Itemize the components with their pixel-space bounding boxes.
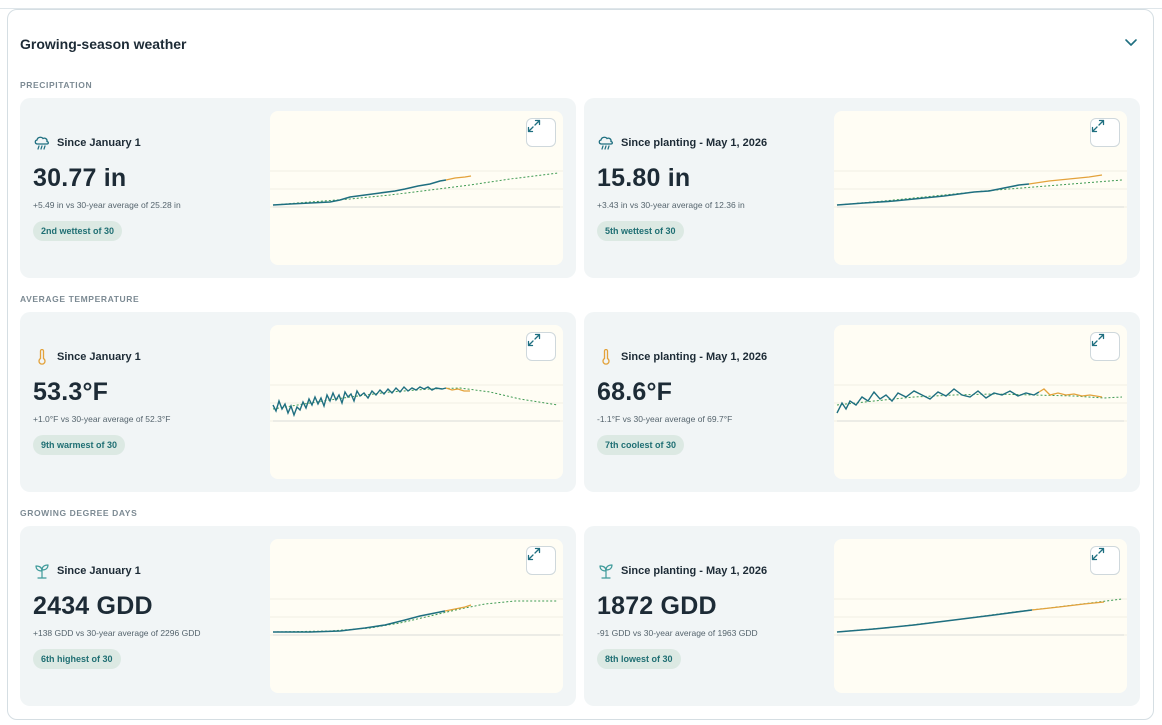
gdd-since-planting-card: Since planting - May 1, 2026 1872 GDD -9… bbox=[584, 526, 1140, 706]
seedling-icon bbox=[599, 564, 613, 579]
expand-button[interactable] bbox=[1090, 118, 1120, 147]
thermometer-icon bbox=[602, 349, 610, 365]
card-title: Since January 1 bbox=[57, 351, 141, 363]
thermometer-icon bbox=[38, 349, 46, 365]
card-value: 1872 GDD bbox=[597, 592, 717, 620]
precip-since-planting-card: Since planting - May 1, 2026 15.80 in +3… bbox=[584, 98, 1140, 278]
section-label-precipitation: PRECIPITATION bbox=[20, 80, 93, 90]
gdd-since-jan-chart[interactable] bbox=[270, 539, 563, 693]
expand-button[interactable] bbox=[526, 546, 556, 575]
top-divider bbox=[0, 0, 1162, 9]
card-title: Since planting - May 1, 2026 bbox=[621, 565, 768, 577]
card-comparison: -1.1°F vs 30-year average of 69.7°F bbox=[597, 414, 733, 424]
card-title: Since January 1 bbox=[57, 565, 141, 577]
expand-icon bbox=[1091, 547, 1105, 561]
precip-since-planting-chart[interactable] bbox=[834, 111, 1127, 265]
card-value: 30.77 in bbox=[33, 164, 127, 192]
card-title: Since planting - May 1, 2026 bbox=[621, 351, 768, 363]
rank-badge: 2nd wettest of 30 bbox=[33, 221, 123, 241]
expand-icon bbox=[527, 119, 541, 133]
card-title: Since January 1 bbox=[57, 137, 141, 149]
collapse-button[interactable] bbox=[1122, 34, 1140, 52]
rain-cloud-icon bbox=[598, 136, 613, 150]
gridlines bbox=[834, 384, 1127, 422]
forecast-series-line bbox=[1028, 174, 1103, 185]
precip-since-jan-card: Since January 1 30.77 in +5.49 in vs 30-… bbox=[20, 98, 576, 278]
expand-button[interactable] bbox=[1090, 546, 1120, 575]
average-series-line bbox=[272, 172, 559, 206]
expand-button[interactable] bbox=[526, 332, 556, 361]
gdd-since-planting-chart[interactable] bbox=[834, 539, 1127, 693]
panel-title: Growing-season weather bbox=[20, 36, 187, 52]
observed-series-line bbox=[272, 385, 447, 418]
expand-icon bbox=[1091, 333, 1105, 347]
card-comparison: +1.0°F vs 30-year average of 52.3°F bbox=[33, 414, 171, 424]
forecast-series-line bbox=[445, 387, 470, 392]
card-comparison: +5.49 in vs 30-year average of 25.28 in bbox=[33, 200, 181, 210]
observed-series-line bbox=[836, 388, 1040, 414]
temp-since-planting-card: Since planting - May 1, 2026 68.6°F -1.1… bbox=[584, 312, 1140, 492]
expand-icon bbox=[527, 333, 541, 347]
observed-series-line bbox=[273, 610, 446, 633]
card-comparison: +3.43 in vs 30-year average of 12.36 in bbox=[597, 200, 745, 210]
rank-badge: 6th highest of 30 bbox=[33, 649, 121, 669]
card-comparison: -91 GDD vs 30-year average of 1963 GDD bbox=[597, 628, 758, 638]
temp-since-jan-card: Since January 1 53.3°F +1.0°F vs 30-year… bbox=[20, 312, 576, 492]
card-value: 68.6°F bbox=[597, 378, 673, 406]
forecast-series-line bbox=[445, 175, 472, 181]
forecast-series-line bbox=[444, 604, 472, 612]
average-series-line bbox=[836, 393, 1123, 406]
temp-since-jan-chart[interactable] bbox=[270, 325, 563, 479]
expand-icon bbox=[527, 547, 541, 561]
rank-badge: 9th warmest of 30 bbox=[33, 435, 126, 455]
rank-badge: 5th wettest of 30 bbox=[597, 221, 684, 241]
expand-button[interactable] bbox=[1090, 332, 1120, 361]
forecast-series-line bbox=[1031, 601, 1105, 611]
growing-season-weather-panel: Growing-season weather PRECIPITATION Sin… bbox=[7, 9, 1154, 720]
card-comparison: +138 GDD vs 30-year average of 2296 GDD bbox=[33, 628, 201, 638]
precip-since-jan-chart[interactable] bbox=[270, 111, 563, 265]
seedling-icon bbox=[35, 564, 49, 579]
observed-series-line bbox=[836, 183, 1030, 206]
rank-badge: 7th coolest of 30 bbox=[597, 435, 685, 455]
section-label-average-temperature: AVERAGE TEMPERATURE bbox=[20, 294, 140, 304]
rank-badge: 8th lowest of 30 bbox=[597, 649, 681, 669]
card-title: Since planting - May 1, 2026 bbox=[621, 137, 768, 149]
observed-series-line bbox=[272, 179, 447, 206]
gdd-since-jan-card: Since January 1 2434 GDD +138 GDD vs 30-… bbox=[20, 526, 576, 706]
chevron-down-icon bbox=[1125, 39, 1137, 46]
card-value: 2434 GDD bbox=[33, 592, 153, 620]
card-value: 15.80 in bbox=[597, 164, 691, 192]
section-label-growing-degree-days: GROWING DEGREE DAYS bbox=[20, 508, 138, 518]
observed-series-line bbox=[836, 609, 1033, 633]
rain-cloud-icon bbox=[34, 136, 49, 150]
card-value: 53.3°F bbox=[33, 378, 109, 406]
temp-since-planting-chart[interactable] bbox=[834, 325, 1127, 479]
expand-icon bbox=[1091, 119, 1105, 133]
expand-button[interactable] bbox=[526, 118, 556, 147]
forecast-series-line bbox=[1038, 388, 1103, 398]
